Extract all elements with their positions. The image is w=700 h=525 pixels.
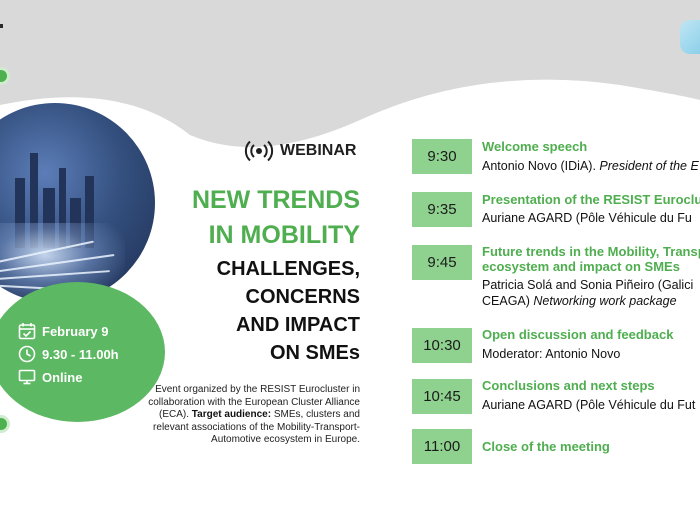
monitor-icon xyxy=(18,369,36,385)
subtitle-line-2: CONCERNS xyxy=(245,286,360,308)
agenda-time-3: 9:45 xyxy=(412,245,472,280)
agenda-title-3b: ecosystem and impact on SMEs xyxy=(482,259,680,274)
decor-dot xyxy=(0,418,7,430)
clock-icon xyxy=(18,345,36,363)
agenda-desc-5: Auriane AGARD (Pôle Véhicule du Fut xyxy=(482,398,696,412)
event-date: February 9 xyxy=(18,322,108,340)
title-line-2: IN MOBILITY xyxy=(208,221,360,249)
organizer-text: Event organized by the RESIST Eurocluste… xyxy=(148,384,360,420)
agenda-title-5: Conclusions and next steps xyxy=(482,378,655,393)
agenda-title-6: Close of the meeting xyxy=(482,439,610,454)
agenda-title-4: Open discussion and feedback xyxy=(482,327,674,342)
title-line-1: NEW TRENDS xyxy=(191,186,360,214)
event-time: 9.30 - 11.00h xyxy=(18,345,119,363)
agenda-time-5: 10:45 xyxy=(412,379,472,414)
calendar-icon xyxy=(18,323,36,340)
subtitle-line-1: CHALLENGES, xyxy=(216,258,360,280)
event-location: Online xyxy=(18,368,82,386)
agenda-title-3a: Future trends in the Mobility, Transp xyxy=(482,244,700,259)
audience-label: Target audience: xyxy=(191,409,272,420)
agenda-desc-3a: Patricia Solá and Sonia Piñeiro (Galici xyxy=(482,278,694,292)
webinar-label: WEBINAR xyxy=(280,142,357,159)
audience-text: SMEs, clusters and relevant associations… xyxy=(153,409,360,445)
event-time-text: 9.30 - 11.00h xyxy=(42,346,119,362)
subtitle-line-4: ON SMEs xyxy=(269,342,360,364)
agenda-time-2: 9:35 xyxy=(412,192,472,227)
webinar-header: WEBINAR xyxy=(244,140,356,162)
subtitle-line-3: AND IMPACT xyxy=(235,314,360,336)
logo-fragment xyxy=(0,24,3,28)
agenda-time-6: 11:00 xyxy=(412,429,472,464)
broadcast-icon xyxy=(244,140,274,162)
event-location-text: Online xyxy=(42,369,83,385)
event-date-text: February 9 xyxy=(42,323,109,339)
decor-dot xyxy=(0,70,7,82)
corner-decoration xyxy=(680,20,700,54)
agenda-title-2: Presentation of the RESIST Euroclus xyxy=(482,192,700,207)
agenda-time-4: 10:30 xyxy=(412,328,472,363)
agenda-desc-2: Auriane AGARD (Pôle Véhicule du Fu xyxy=(482,211,692,225)
agenda-desc-1: Antonio Novo (IDiA). President of the E xyxy=(482,159,699,173)
agenda-desc-3b: CEAGA) Networking work package xyxy=(482,294,677,308)
agenda-desc-4: Moderator: Antonio Novo xyxy=(482,347,621,361)
city-photo xyxy=(0,103,155,303)
agenda-title-1: Welcome speech xyxy=(482,139,588,154)
agenda-time-1: 9:30 xyxy=(412,139,472,174)
organizer-info: Event organized by the RESIST Eurocluste… xyxy=(140,384,360,447)
